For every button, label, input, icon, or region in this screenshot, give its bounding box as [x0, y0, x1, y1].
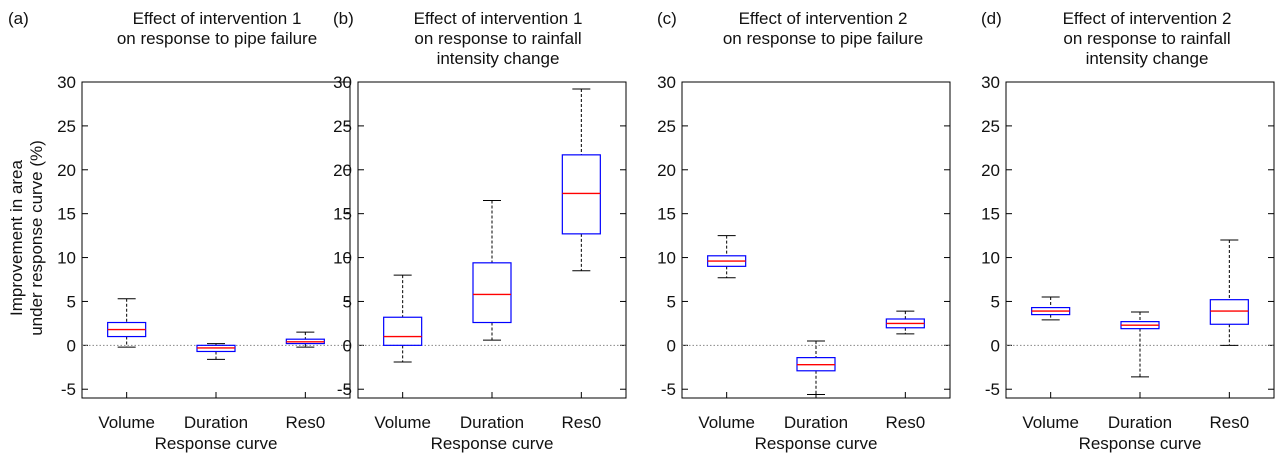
- y-tick-label: 25: [657, 117, 676, 136]
- x-category-label: Duration: [460, 413, 524, 432]
- panel-label: (a): [8, 9, 29, 28]
- panel-title-line: on response to pipe failure: [723, 29, 923, 48]
- panel-title-line: intensity change: [1086, 49, 1209, 68]
- x-category-label: Volume: [98, 413, 155, 432]
- y-tick-label: 30: [981, 73, 1000, 92]
- y-axis-label-line2: under response curve (%): [27, 140, 46, 336]
- y-tick-label: 15: [657, 205, 676, 224]
- x-category-label: Volume: [374, 413, 431, 432]
- x-category-label: Duration: [184, 413, 248, 432]
- iqr-box: [472, 262, 512, 324]
- y-axis-label-line1: Improvement in area: [7, 160, 26, 316]
- x-category-label: Res0: [885, 413, 925, 432]
- iqr-box: [1209, 299, 1249, 325]
- y-tick-label: 10: [57, 249, 76, 268]
- x-category-label: Duration: [784, 413, 848, 432]
- y-tick-label: -5: [337, 380, 352, 399]
- x-axis-label: Response curve: [1079, 434, 1202, 453]
- iqr-box: [383, 316, 423, 346]
- panel-title-line: Effect of intervention 1: [133, 9, 302, 28]
- x-category-label: Volume: [698, 413, 755, 432]
- x-category-label: Volume: [1022, 413, 1079, 432]
- panel-label: (d): [981, 9, 1002, 28]
- panel-title-line: Effect of intervention 1: [414, 9, 583, 28]
- y-tick-label: 5: [67, 292, 76, 311]
- y-tick-label: 0: [991, 336, 1000, 355]
- x-axis-label: Response curve: [755, 434, 878, 453]
- y-tick-label: -5: [661, 380, 676, 399]
- y-tick-label: -5: [985, 380, 1000, 399]
- panel-title-line: on response to pipe failure: [117, 29, 317, 48]
- y-tick-label: 0: [667, 336, 676, 355]
- y-tick-label: 25: [981, 117, 1000, 136]
- x-axis-label: Response curve: [155, 434, 278, 453]
- y-tick-label: 30: [657, 73, 676, 92]
- y-tick-label: 10: [981, 249, 1000, 268]
- iqr-box: [561, 154, 601, 235]
- y-tick-label: 5: [991, 292, 1000, 311]
- plot-frame: [357, 81, 627, 399]
- y-tick-label: 20: [981, 161, 1000, 180]
- x-category-label: Duration: [1108, 413, 1172, 432]
- y-tick-label: 20: [333, 161, 352, 180]
- y-tick-label: 15: [57, 205, 76, 224]
- y-tick-label: 15: [333, 205, 352, 224]
- x-axis-label: Response curve: [431, 434, 554, 453]
- y-tick-label: 10: [657, 249, 676, 268]
- x-category-label: Res0: [1209, 413, 1249, 432]
- y-tick-label: 30: [57, 73, 76, 92]
- y-tick-label: 20: [57, 161, 76, 180]
- y-tick-label: 25: [333, 117, 352, 136]
- y-tick-label: 30: [333, 73, 352, 92]
- panel-title-line: on response to rainfall: [1063, 29, 1230, 48]
- panel-label: (c): [657, 9, 677, 28]
- panel-title-line: intensity change: [437, 49, 560, 68]
- panel-title-line: Effect of intervention 2: [1063, 9, 1232, 28]
- y-tick-label: 5: [343, 292, 352, 311]
- y-tick-label: 15: [981, 205, 1000, 224]
- y-tick-label: 5: [667, 292, 676, 311]
- plot-frame: [81, 81, 351, 399]
- plot-frame: [681, 81, 951, 399]
- y-tick-label: 10: [333, 249, 352, 268]
- y-tick-label: -5: [61, 380, 76, 399]
- panel-title-line: Effect of intervention 2: [739, 9, 908, 28]
- x-category-label: Res0: [561, 413, 601, 432]
- y-tick-label: 0: [343, 336, 352, 355]
- panel-title-line: on response to rainfall: [414, 29, 581, 48]
- panel-label: (b): [333, 9, 354, 28]
- y-tick-label: 25: [57, 117, 76, 136]
- y-tick-label: 0: [67, 336, 76, 355]
- x-category-label: Res0: [285, 413, 325, 432]
- y-tick-label: 20: [657, 161, 676, 180]
